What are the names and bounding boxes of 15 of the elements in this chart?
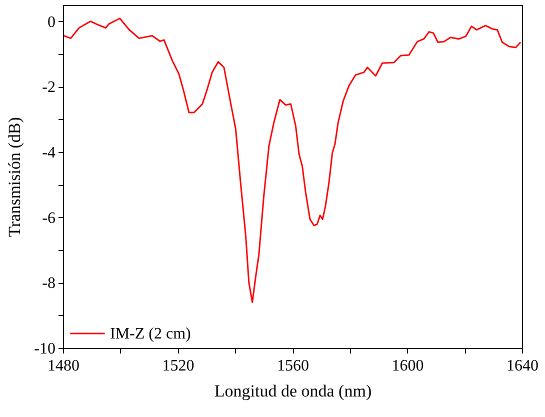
y-tick-label: 0 (48, 14, 56, 31)
x-tick-label: 1600 (392, 358, 424, 374)
y-axis-title: Transmisión (dB) (5, 117, 24, 237)
legend-label: IM-Z (2 cm) (110, 326, 191, 342)
y-tick-label: -6 (42, 210, 56, 227)
x-tick-label: 1640 (506, 358, 538, 374)
x-tick-label: 1520 (162, 358, 194, 374)
y-tick-label: -4 (42, 144, 56, 162)
y-tick-label: -2 (42, 79, 56, 96)
y-tick-label: -10 (34, 340, 56, 358)
y-tick-label: -8 (42, 275, 56, 292)
x-tick-label: 1480 (48, 358, 80, 374)
line-series (63, 18, 522, 304)
x-tick-label: 1560 (277, 358, 309, 374)
x-axis-title: Longitud de onda (nm) (214, 382, 372, 400)
